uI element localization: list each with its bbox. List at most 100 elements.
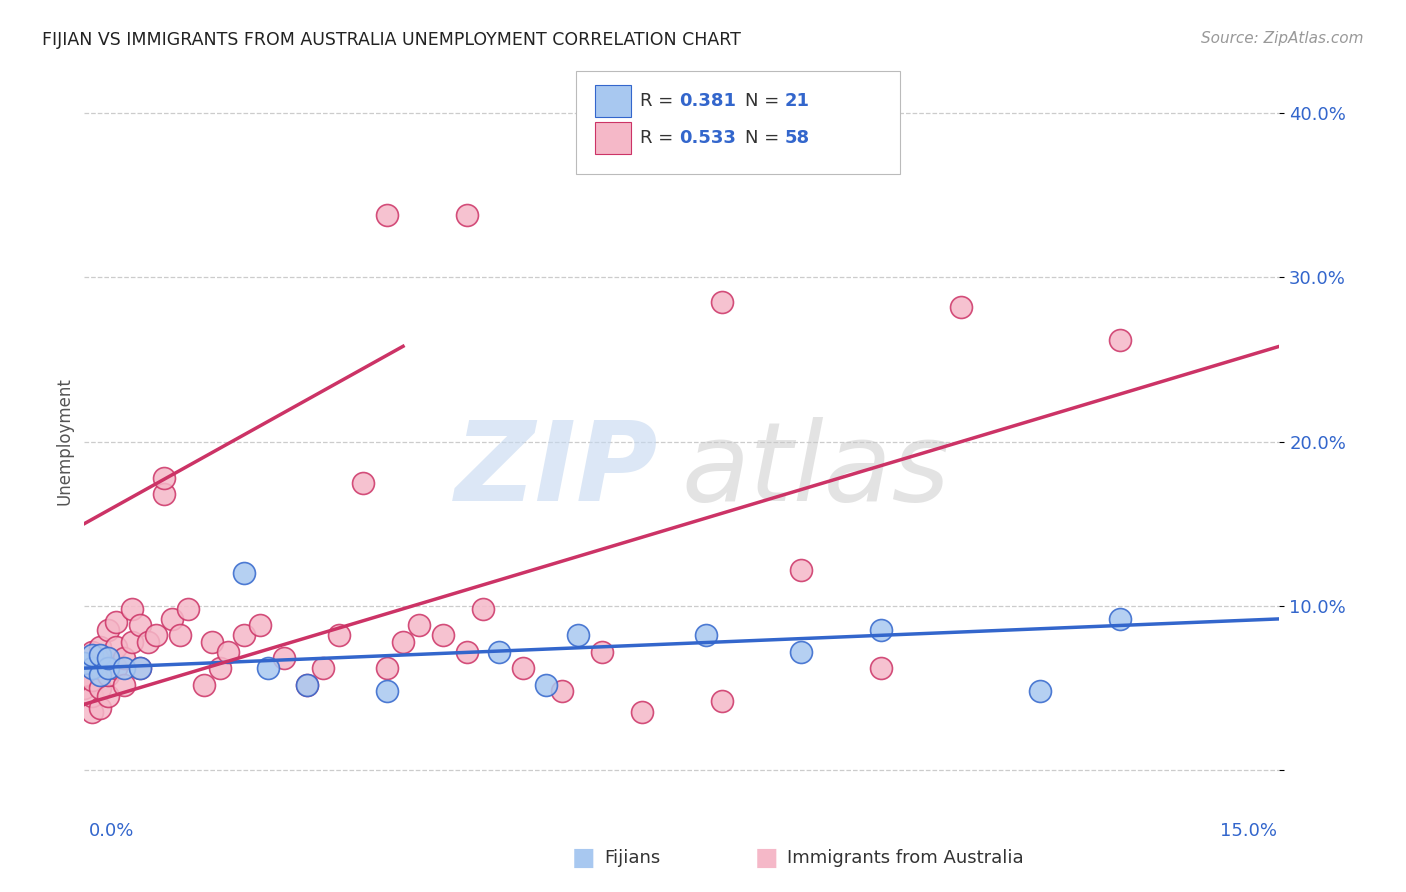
Point: [112, 677, 135, 691]
Point: [392, 635, 415, 649]
Point: [1109, 333, 1132, 347]
Point: [97, 651, 120, 665]
Point: [273, 651, 295, 665]
Point: [169, 628, 191, 642]
Point: [217, 645, 239, 659]
Point: [1109, 612, 1132, 626]
Point: [89, 667, 111, 681]
Point: [82, 706, 104, 720]
Point: [471, 602, 494, 616]
Point: [232, 628, 254, 642]
Point: [153, 470, 176, 484]
Text: 15.0%: 15.0%: [1219, 822, 1277, 840]
Point: [97, 689, 120, 703]
Point: [256, 661, 278, 675]
Point: [105, 640, 128, 654]
Point: [631, 706, 654, 720]
Point: [82, 657, 104, 671]
Point: [129, 618, 152, 632]
Point: [82, 661, 104, 675]
Point: [201, 635, 224, 649]
Text: Source: ZipAtlas.com: Source: ZipAtlas.com: [1201, 31, 1364, 46]
Point: [73, 681, 96, 695]
Text: atlas: atlas: [682, 417, 950, 524]
Point: [408, 618, 430, 632]
Point: [536, 677, 558, 691]
Point: [89, 700, 111, 714]
Point: [89, 661, 111, 675]
Point: [160, 612, 183, 626]
Point: [121, 635, 143, 649]
Point: [328, 628, 350, 642]
Point: [193, 677, 215, 691]
Point: [129, 661, 152, 675]
Point: [121, 602, 143, 616]
Text: ■: ■: [572, 847, 595, 870]
Point: [488, 645, 510, 659]
Point: [73, 667, 96, 681]
Point: [375, 684, 398, 698]
Text: FIJIAN VS IMMIGRANTS FROM AUSTRALIA UNEMPLOYMENT CORRELATION CHART: FIJIAN VS IMMIGRANTS FROM AUSTRALIA UNEM…: [42, 31, 741, 49]
Point: [153, 487, 176, 501]
Point: [949, 300, 972, 314]
Point: [456, 208, 478, 222]
Text: 21: 21: [785, 92, 810, 110]
Point: [145, 628, 167, 642]
Text: R =: R =: [640, 92, 679, 110]
Point: [591, 645, 613, 659]
Point: [432, 628, 454, 642]
Point: [105, 615, 128, 630]
Point: [136, 635, 159, 649]
Point: [82, 673, 104, 687]
Point: [82, 689, 104, 703]
Point: [97, 624, 120, 638]
Point: [790, 645, 813, 659]
Point: [112, 661, 135, 675]
Point: [112, 651, 135, 665]
Point: [375, 208, 398, 222]
Point: [73, 657, 96, 671]
Point: [1029, 684, 1052, 698]
Point: [710, 295, 733, 310]
Point: [97, 667, 120, 681]
Text: Fijians: Fijians: [605, 849, 661, 867]
Point: [695, 628, 717, 642]
Point: [82, 648, 104, 662]
Text: 0.0%: 0.0%: [89, 822, 134, 840]
Point: [208, 661, 231, 675]
Y-axis label: Unemployment: Unemployment: [55, 377, 73, 506]
Point: [312, 661, 335, 675]
Point: [89, 681, 111, 695]
Text: 0.533: 0.533: [679, 129, 735, 147]
Point: [105, 661, 128, 675]
Point: [375, 661, 398, 675]
Text: 0.381: 0.381: [679, 92, 737, 110]
Point: [710, 694, 733, 708]
Point: [177, 602, 200, 616]
Point: [297, 677, 319, 691]
Point: [232, 566, 254, 580]
Point: [89, 648, 111, 662]
Point: [456, 645, 478, 659]
Point: [790, 563, 813, 577]
Point: [870, 624, 893, 638]
Text: 58: 58: [785, 129, 810, 147]
Point: [129, 661, 152, 675]
Point: [567, 628, 589, 642]
Text: ■: ■: [755, 847, 778, 870]
Point: [97, 651, 120, 665]
Point: [97, 661, 120, 675]
Text: ZIP: ZIP: [454, 417, 658, 524]
Point: [89, 640, 111, 654]
Point: [870, 661, 893, 675]
Point: [73, 657, 96, 671]
Text: R =: R =: [640, 129, 679, 147]
Point: [82, 645, 104, 659]
Point: [551, 684, 574, 698]
Point: [297, 677, 319, 691]
Text: Immigrants from Australia: Immigrants from Australia: [787, 849, 1024, 867]
Text: N =: N =: [745, 92, 785, 110]
Point: [352, 475, 374, 490]
Point: [249, 618, 271, 632]
Text: N =: N =: [745, 129, 785, 147]
